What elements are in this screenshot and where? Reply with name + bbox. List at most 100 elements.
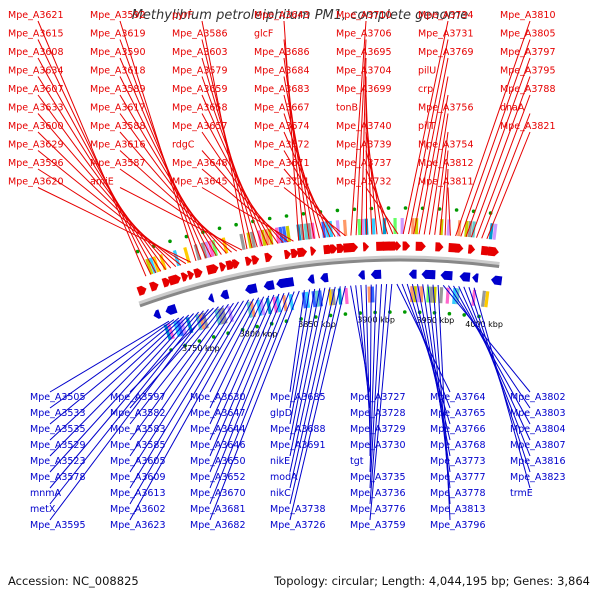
gene-label-top: tonB: [336, 103, 358, 114]
gene-label-top: Mpe_A3607: [8, 84, 64, 95]
forward-gene: [206, 264, 219, 275]
gene-label-top: Mpe_A3629: [8, 140, 64, 151]
cog-block-inner: [275, 296, 282, 313]
gene-label-top: Mpe_A3667: [254, 103, 310, 114]
gene-label-top: Mpe_A3672: [254, 140, 310, 151]
leader-line-top: [119, 20, 197, 262]
forward-gene: [487, 246, 499, 257]
gene-label-top: Mpe_A3596: [8, 158, 64, 169]
gene-label-bottom: Mpe_A3766: [430, 424, 486, 435]
cog-block-outer: [239, 233, 246, 250]
leader-line-top: [37, 113, 172, 269]
gene-label-bottom: Mpe_A3802: [510, 392, 566, 403]
cog-block-outer: [183, 246, 191, 264]
scale-label: 3750 kbp: [182, 344, 220, 353]
leader-line-bottom: [369, 283, 393, 521]
cog-block-outer: [145, 258, 154, 275]
forward-gene: [136, 285, 147, 296]
cog-block-outer: [342, 219, 348, 236]
gene-label-bottom: Mpe_A3803: [510, 408, 566, 419]
gene-label-bottom: Mpe_A3816: [510, 456, 566, 467]
gene-label-top: rdgC: [172, 140, 195, 151]
cog-block-outer: [278, 226, 284, 244]
marker-inner: [447, 311, 452, 316]
gene-label-bottom: Mpe_A3650: [190, 456, 246, 467]
gene-label-top: Mpe_A3710: [336, 10, 392, 21]
leader-line-bottom: [289, 288, 316, 425]
leader-line-bottom: [129, 305, 224, 425]
gene-label-top: amiE: [90, 177, 114, 188]
cog-block-outer: [467, 220, 473, 238]
gene-label-top: Mpe_A3683: [254, 84, 310, 95]
forward-gene: [174, 274, 181, 284]
gene-label-top: Mpe_A3592: [90, 10, 146, 21]
leader-line-bottom: [209, 290, 300, 521]
leader-line-top: [37, 94, 167, 270]
leader-line-top: [201, 187, 294, 242]
gene-label-bottom: Mpe_A3585: [110, 440, 166, 451]
forward-gene: [264, 252, 273, 263]
marker-inner: [314, 315, 318, 319]
forward-gene: [161, 277, 171, 288]
cog-block-outer: [285, 225, 292, 243]
forward-gene: [244, 256, 253, 266]
cog-block-outer: [148, 257, 157, 274]
gene-label-top: Mpe_A3695: [336, 47, 392, 58]
leader-line-top: [283, 168, 341, 237]
leader-line-bottom: [49, 311, 199, 489]
gene-label-bottom: Mpe_A3688: [270, 424, 326, 435]
leader-line-top: [423, 94, 449, 235]
gene-label-top: Mpe_A3795: [500, 66, 556, 77]
gene-label-top: crp: [418, 84, 433, 95]
leader-line-bottom: [417, 284, 451, 457]
gene-label-top: Mpe_A3608: [8, 47, 64, 58]
gene-label-bottom: nikC: [270, 488, 291, 499]
cog-block-inner: [163, 324, 172, 341]
forward-gene: [336, 243, 346, 254]
reverse-gene: [320, 272, 329, 283]
cog-block-inner: [214, 309, 222, 326]
gene-label-top: Mpe_A3588: [90, 121, 146, 132]
gene-label-top: Mpe_A3620: [8, 177, 64, 188]
leader-line-bottom: [365, 284, 371, 441]
gene-label-bottom: Mpe_A3578: [30, 472, 86, 483]
gene-label-top: Mpe_A3756: [418, 103, 474, 114]
gene-label-bottom: Mpe_A3729: [350, 424, 406, 435]
genome-backbone: [139, 258, 500, 308]
gene-label-top: Mpe_A3769: [418, 47, 474, 58]
gene-label-bottom: Mpe_A3777: [430, 472, 486, 483]
gene-label-bottom: Mpe_A3813: [430, 504, 486, 515]
gene-label-top: Mpe_A3617: [90, 103, 146, 114]
reverse-gene: [307, 274, 315, 284]
leader-line-top: [447, 187, 451, 236]
gene-label-bottom: Mpe_A3630: [190, 392, 246, 403]
gene-label-top: Mpe_A3600: [8, 121, 64, 132]
leader-line-bottom: [129, 304, 229, 441]
cog-block-inner: [301, 292, 307, 309]
leader-line-bottom: [289, 289, 311, 409]
leader-line-bottom: [49, 310, 204, 505]
topology-label: Topology: circular; Length: 4,044,195 bp…: [274, 574, 590, 588]
gene-label-top: Mpe_A3671: [254, 158, 310, 169]
reverse-gene: [427, 270, 436, 280]
leader-line-bottom: [369, 284, 377, 473]
gene-label-bottom: Mpe_A3685: [270, 392, 326, 403]
gene-label-bottom: Mpe_A3728: [350, 408, 406, 419]
cog-block-outer: [457, 220, 462, 237]
forward-gene: [180, 272, 189, 282]
leader-line-bottom: [289, 285, 346, 521]
leader-line-bottom: [129, 301, 239, 473]
forward-gene: [283, 249, 292, 260]
leader-line-top: [365, 94, 373, 235]
gene-label-top: Mpe_A3634: [8, 66, 64, 77]
leader-line-bottom: [49, 308, 209, 521]
leader-line-bottom: [49, 320, 170, 393]
leader-line-top: [119, 57, 207, 259]
forward-gene: [231, 259, 240, 269]
leader-line-top: [37, 76, 162, 272]
gene-label-bottom: Mpe_A3773: [430, 456, 486, 467]
leader-line-bottom: [129, 298, 255, 521]
reverse-gene: [408, 269, 417, 279]
cog-block-outer: [264, 229, 271, 246]
